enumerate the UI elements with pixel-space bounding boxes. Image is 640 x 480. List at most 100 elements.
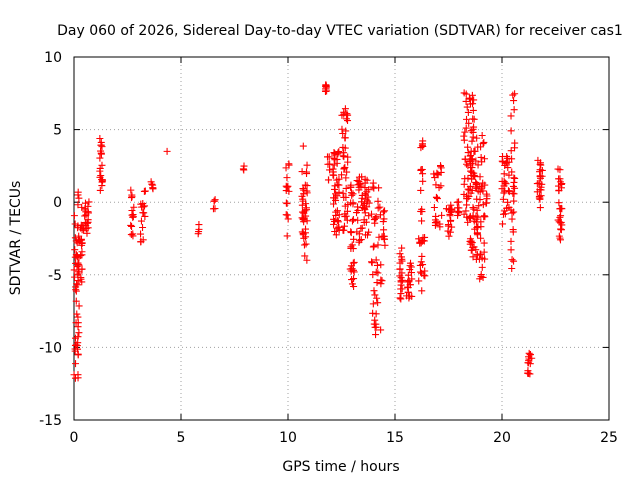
data-point [75, 329, 83, 337]
data-point [303, 161, 311, 169]
data-point [469, 100, 477, 108]
plot-frame [73, 56, 610, 421]
data-point [460, 190, 468, 198]
data-point [398, 257, 406, 265]
data-point [97, 141, 105, 149]
data-point [71, 374, 79, 382]
data-point [70, 212, 78, 220]
data-point [341, 144, 349, 152]
data-point [463, 103, 471, 111]
data-point [408, 275, 416, 283]
data-point [397, 277, 405, 285]
data-point [299, 195, 307, 203]
data-point [499, 210, 507, 218]
data-point [349, 245, 357, 253]
data-point [74, 224, 82, 232]
data-point [342, 115, 350, 123]
data-point [417, 186, 425, 194]
data-point [536, 186, 544, 194]
data-point [503, 158, 511, 166]
data-point [369, 309, 377, 317]
x-tick-label: 15 [386, 430, 404, 446]
data-point [419, 261, 427, 269]
data-point [75, 302, 83, 310]
data-point [342, 193, 350, 201]
data-point [508, 256, 516, 264]
data-point [381, 241, 389, 249]
data-point [500, 170, 508, 178]
data-point [332, 190, 340, 198]
data-point [473, 250, 481, 258]
data-point [71, 220, 79, 228]
data-point [298, 208, 306, 216]
data-point [419, 177, 427, 185]
data-point [81, 206, 89, 214]
data-point [508, 209, 516, 217]
data-point [75, 236, 83, 244]
data-point [463, 115, 471, 123]
data-point [447, 216, 455, 224]
x-tick-label: 20 [493, 430, 511, 446]
data-point [500, 207, 508, 215]
data-point [335, 188, 343, 196]
data-point [350, 268, 358, 276]
data-point [471, 147, 479, 155]
data-point [299, 142, 307, 150]
data-point [339, 129, 347, 137]
data-point [508, 155, 516, 163]
data-point [446, 210, 454, 218]
data-point [472, 157, 480, 165]
data-point [474, 161, 482, 169]
data-point [70, 266, 78, 274]
data-points [70, 81, 566, 382]
data-point [430, 204, 438, 212]
data-point [80, 221, 88, 229]
grid-lines [74, 57, 609, 420]
data-point [433, 218, 441, 226]
data-point [510, 190, 518, 198]
data-point [84, 209, 92, 217]
data-point [350, 282, 358, 290]
data-point [361, 175, 369, 183]
data-point [127, 221, 135, 229]
data-point [477, 234, 485, 242]
data-point [396, 294, 404, 302]
data-point [473, 229, 481, 237]
data-point [129, 213, 137, 221]
data-point [558, 221, 566, 229]
data-point [74, 201, 82, 209]
data-point [78, 265, 86, 273]
data-point [81, 212, 89, 220]
data-point [476, 173, 484, 181]
data-point [329, 165, 337, 173]
data-point [128, 193, 136, 201]
data-point [370, 242, 378, 250]
data-point [369, 243, 377, 251]
data-point [96, 134, 104, 142]
data-point [444, 222, 452, 230]
data-point [372, 331, 380, 339]
data-point [333, 176, 341, 184]
data-point [210, 197, 218, 205]
data-point [405, 277, 413, 285]
data-point [139, 223, 147, 231]
data-point [137, 230, 145, 238]
data-point [74, 350, 82, 358]
data-point [419, 170, 427, 178]
data-point [358, 224, 366, 232]
data-point [469, 204, 477, 212]
data-point [74, 323, 82, 331]
data-point [138, 203, 146, 211]
data-point [481, 181, 489, 189]
data-point [139, 200, 147, 208]
x-axis-label: GPS time / hours [282, 459, 399, 475]
data-point [477, 143, 485, 151]
data-point [478, 158, 486, 166]
data-point [370, 320, 378, 328]
data-point [555, 187, 563, 195]
data-point [396, 265, 404, 273]
data-point [511, 175, 519, 183]
data-point [398, 269, 406, 277]
data-point [557, 225, 565, 233]
data-point [507, 246, 515, 254]
